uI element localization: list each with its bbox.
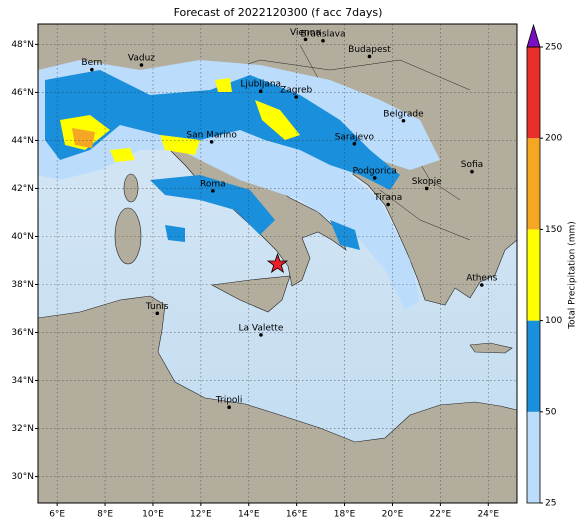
colorbar-tick-label: 150 xyxy=(545,225,562,235)
city-label: Roma xyxy=(200,179,226,189)
city-dot xyxy=(258,89,263,94)
city-label: Zagreb xyxy=(280,85,312,95)
x-tick-label: 10°E xyxy=(142,510,164,520)
colorbar-extend xyxy=(526,23,541,48)
city-dot xyxy=(479,283,484,287)
colorbar: 25 50 100 150 200 250 xyxy=(526,23,562,509)
sardinia xyxy=(114,207,142,265)
y-tick-label: 42°N xyxy=(11,184,34,194)
city-dot xyxy=(209,140,214,144)
colorbar-label: Total Precipitation (mm) xyxy=(568,221,578,330)
city-dot xyxy=(470,169,474,174)
corsica xyxy=(123,173,139,203)
y-tick-label: 40°N xyxy=(11,232,34,242)
y-tick-label: 38°N xyxy=(11,280,34,290)
y-tick-label: 44°N xyxy=(11,136,34,146)
city-label: Sofia xyxy=(461,160,483,170)
y-tick-label: 36°N xyxy=(11,328,34,338)
sicily xyxy=(211,275,291,313)
city-label: Ljubljana xyxy=(240,80,281,90)
x-tick-label: 12°E xyxy=(190,510,212,520)
colorbar-segment xyxy=(527,320,540,412)
precip-heavy xyxy=(60,78,300,162)
city-label: Podgorica xyxy=(353,166,397,176)
city-label: Tripoli xyxy=(215,396,243,406)
chart-title: Forecast of 2022120300 (f acc 7days) xyxy=(174,6,383,19)
city-label: La Valette xyxy=(238,323,283,333)
map-frame xyxy=(37,23,518,504)
city-dot xyxy=(259,333,263,337)
city-dot xyxy=(352,142,357,146)
x-tick-label: 18°E xyxy=(334,510,356,520)
colorbar-tick-label: 100 xyxy=(545,316,562,326)
precip-very-heavy xyxy=(72,128,95,148)
x-tick-label: 20°E xyxy=(382,510,404,520)
city-dot xyxy=(90,67,94,72)
precip-moderate xyxy=(45,70,400,250)
x-tick-label: 6°E xyxy=(49,510,65,520)
colorbar-frame xyxy=(526,46,541,504)
city-dot xyxy=(321,39,325,43)
city-label: Athens xyxy=(466,273,497,283)
colorbar-segment xyxy=(527,47,540,139)
city-dot xyxy=(211,189,215,193)
colorbar-segment xyxy=(527,138,540,230)
city-dot xyxy=(401,118,406,123)
city-label: Vienna xyxy=(290,28,321,38)
city-label: Sarajevo xyxy=(335,132,375,142)
y-tick-label: 48°N xyxy=(11,40,34,50)
city-label: Bern xyxy=(81,58,102,68)
crete xyxy=(469,342,513,354)
x-tick-label: 22°E xyxy=(430,510,452,520)
city-dot xyxy=(303,37,308,42)
city-dot xyxy=(367,54,372,59)
city-label: Budapest xyxy=(348,45,391,55)
y-tick-label: 34°N xyxy=(11,376,34,386)
x-tick-label: 14°E xyxy=(238,510,260,520)
x-tick-label: 8°E xyxy=(97,510,113,520)
city-dot xyxy=(294,95,298,99)
event-marker xyxy=(266,252,289,274)
city-label: Tunis xyxy=(145,302,169,312)
y-tick-label: 32°N xyxy=(11,424,34,434)
city-dot xyxy=(372,176,377,180)
y-tick-label: 30°N xyxy=(11,472,34,482)
x-tick-label: 24°E xyxy=(477,510,499,520)
city-label: San Marino xyxy=(186,130,237,140)
city-label: Belgrade xyxy=(383,109,424,119)
city-dot xyxy=(139,63,144,67)
colorbar-tick-label: 50 xyxy=(545,407,557,417)
x-tick-label: 16°E xyxy=(286,510,308,520)
city-dot xyxy=(155,311,160,316)
axes: 6°E 8°E 10°E 12°E 14°E 16°E 18°E 20°E 22°E 24°E 30… xyxy=(11,40,499,520)
colorbar-tick-label: 250 xyxy=(545,43,562,53)
city-dot xyxy=(227,405,231,410)
city-label: Tirana xyxy=(373,193,402,203)
colorbar-tick-label: 25 xyxy=(545,499,556,509)
city-dot xyxy=(424,186,429,191)
city-label: Bratislava xyxy=(301,29,346,39)
colorbar-segment xyxy=(527,229,540,321)
colorbar-segment xyxy=(527,411,540,503)
colorbar-tick-label: 200 xyxy=(545,134,562,144)
city-label: Skopje xyxy=(412,177,442,187)
y-tick-label: 46°N xyxy=(11,88,34,98)
city-dot xyxy=(386,202,390,207)
city-label: Vaduz xyxy=(128,54,155,64)
land xyxy=(38,295,517,503)
